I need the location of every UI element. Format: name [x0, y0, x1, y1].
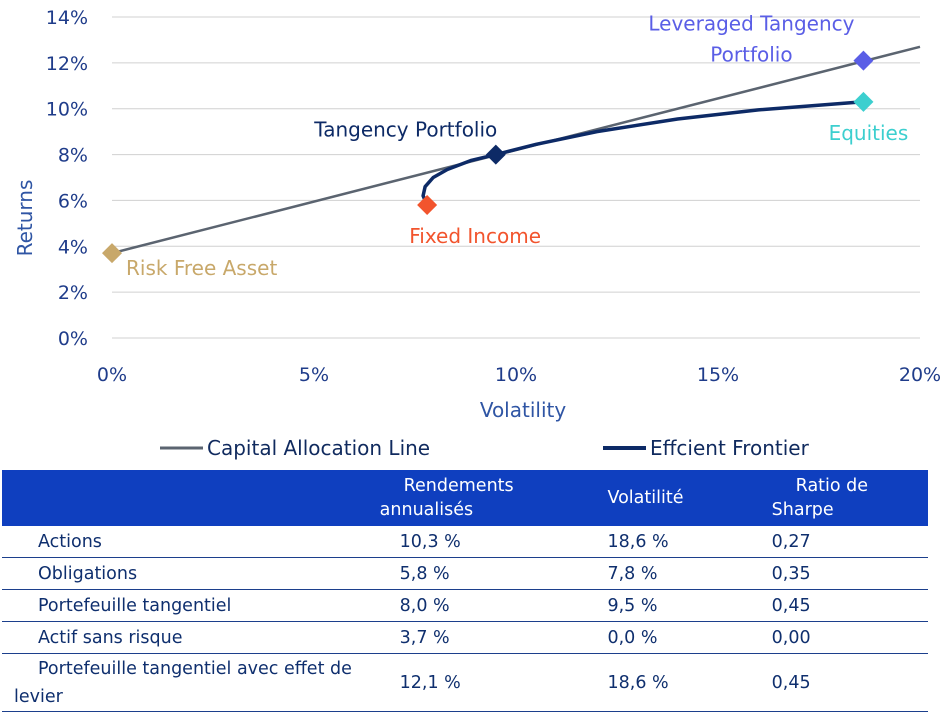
y-tick-label: 10%: [46, 99, 88, 121]
header-sharpe: Ratio de Sharpe: [771, 470, 928, 526]
point-marker-risk-free-asset: [102, 243, 122, 264]
row-name: Obligations: [2, 557, 374, 590]
point-marker-fixed-income: [417, 195, 438, 216]
row-name-text: Portefeuille tangentiel avec effet de le…: [14, 658, 352, 707]
row-volatility: 18,6 %: [597, 653, 772, 712]
row-volatility: 18,6 %: [597, 526, 772, 558]
header-sharpe-line2: Sharpe: [771, 500, 834, 520]
header-sharpe-line1: Ratio de: [795, 476, 869, 496]
y-tick-label: 4%: [58, 236, 88, 258]
point-label: Leveraged Tangency: [648, 12, 854, 36]
point-label: Equities: [829, 121, 909, 145]
row-name: Actif sans risque: [2, 621, 374, 654]
row-returns: 3,7 %: [373, 621, 598, 654]
row-volatility: 0,0 %: [597, 621, 772, 654]
table-row: Obligations 5,8 % 7,8 % 0,35: [2, 557, 928, 590]
y-axis-title: Returns: [13, 180, 37, 257]
y-tick-label: 0%: [58, 328, 88, 350]
point-label: Risk Free Asset: [126, 256, 277, 280]
point-label: Portfolio: [710, 43, 792, 67]
point-marker-tangency-portfolio: [485, 144, 506, 165]
header-volatility: Volatilité: [597, 470, 772, 526]
row-returns: 12,1 %: [373, 653, 598, 712]
header-returns-line1: Rendements: [403, 476, 514, 496]
row-sharpe: 0,35: [771, 557, 928, 590]
point-label: Tangency Portfolio: [313, 118, 497, 142]
y-tick-label: 8%: [58, 145, 88, 167]
row-sharpe: 0,00: [771, 621, 928, 654]
legend-label-cal: Capital Allocation Line: [207, 436, 430, 460]
y-tick-label: 12%: [46, 53, 88, 75]
x-tick-label: 20%: [899, 364, 941, 386]
row-returns: 5,8 %: [373, 557, 598, 590]
x-tick-label: 15%: [697, 364, 739, 386]
efficient-frontier-line: [421, 100, 866, 207]
y-tick-label: 14%: [46, 7, 88, 29]
row-returns: 10,3 %: [373, 526, 598, 558]
header-returns: Rendements annualisés: [373, 470, 598, 526]
table-row: Portefeuille tangentiel 8,0 % 9,5 % 0,45: [2, 589, 928, 622]
portfolio-table: Rendements annualisés Volatilité Ratio d…: [2, 470, 928, 712]
row-sharpe: 0,45: [771, 589, 928, 622]
point-marker-equities: [853, 91, 874, 112]
row-name: Portefeuille tangentiel avec effet de le…: [2, 653, 374, 712]
legend-label-ef: Effcient Frontier: [650, 436, 810, 460]
x-tick-label: 5%: [299, 364, 329, 386]
table-header-row: Rendements annualisés Volatilité Ratio d…: [2, 470, 928, 526]
header-name: [2, 470, 374, 526]
row-returns: 8,0 %: [373, 589, 598, 622]
point-marker-leveraged-tangency-portfolio: [853, 50, 874, 71]
header-returns-line2: annualisés: [379, 500, 474, 520]
table-row: Actif sans risque 3,7 % 0,0 % 0,00: [2, 621, 928, 654]
point-label: Fixed Income: [409, 224, 541, 248]
y-tick-label: 2%: [58, 282, 88, 304]
row-volatility: 9,5 %: [597, 589, 772, 622]
row-sharpe: 0,27: [771, 526, 928, 558]
table-row: Actions 10,3 % 18,6 % 0,27: [2, 526, 928, 558]
row-sharpe: 0,45: [771, 653, 928, 712]
risk-return-chart: 0% 2% 4% 6% 8% 10% 12% 14% 0% 5% 10% 15% 20% Volatili…: [13, 7, 941, 460]
x-tick-label: 0%: [97, 364, 127, 386]
x-axis-title: Volatility: [480, 398, 567, 422]
row-volatility: 7,8 %: [597, 557, 772, 590]
row-name: Actions: [2, 526, 374, 558]
table-row: Portefeuille tangentiel avec effet de le…: [2, 653, 928, 712]
y-tick-label: 6%: [58, 190, 88, 212]
x-tick-label: 10%: [495, 364, 537, 386]
row-name: Portefeuille tangentiel: [2, 589, 374, 622]
